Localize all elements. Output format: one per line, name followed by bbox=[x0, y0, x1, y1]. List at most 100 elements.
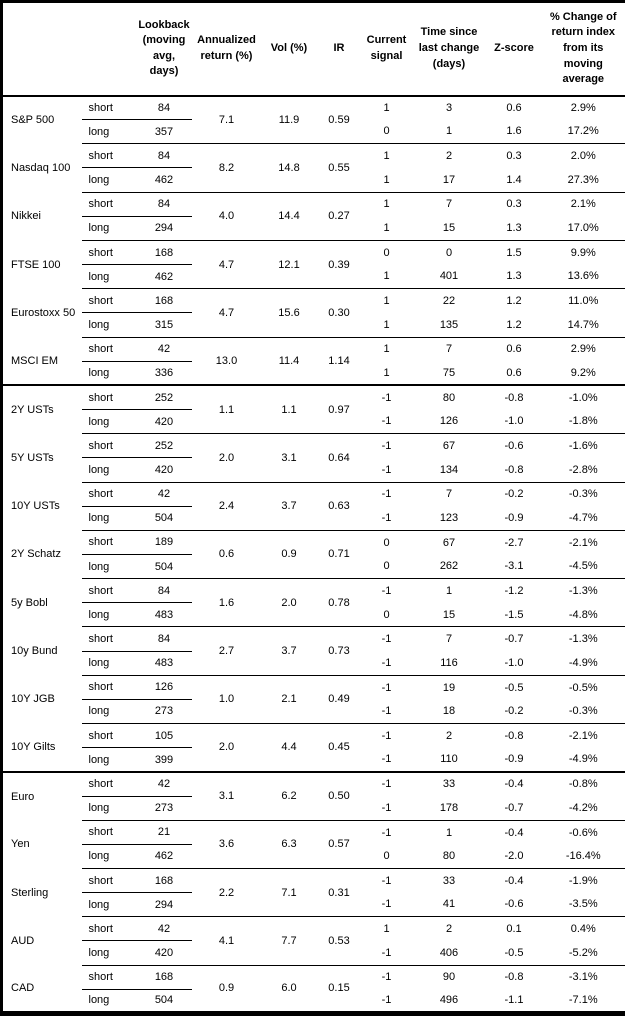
row-s-p-500-long: long 357 0 1 1.6 17.2% bbox=[2, 120, 625, 144]
ir-value: 0.64 bbox=[316, 433, 362, 482]
z-score-value: -0.8 bbox=[486, 384, 542, 410]
current-signal-value: 1 bbox=[383, 102, 390, 115]
ir-value: 0.53 bbox=[316, 916, 362, 966]
current-signal-value: -1 bbox=[361, 964, 412, 990]
instrument-name: Nasdaq 100 bbox=[11, 161, 71, 174]
leg-label: short bbox=[81, 626, 137, 652]
time-since-value: 2 bbox=[411, 723, 487, 748]
ir-value: 0.45 bbox=[316, 723, 362, 772]
row-5y-bobl-short: 5y Bobl short 84 1.6 2.0 0.78 -1 1 -1.2 -1.3% bbox=[2, 578, 625, 627]
ir-value: 0.30 bbox=[316, 288, 362, 338]
pct-change-value: -1.6% bbox=[541, 433, 625, 458]
z-score-value: 0.1 bbox=[486, 916, 542, 941]
column-header-ir: IR bbox=[316, 1, 362, 97]
leg-label: short bbox=[81, 191, 137, 217]
ir-value: 0.63 bbox=[316, 481, 362, 531]
ir-value: 0.57 bbox=[316, 819, 362, 869]
leg-label: short bbox=[81, 481, 137, 507]
row-nasdaq-100-long: long 462 1 17 1.4 27.3% bbox=[2, 168, 625, 192]
time-since-value: 15 bbox=[442, 222, 456, 235]
row-2y-schatz-long: long 504 0 262 -3.1 -4.5% bbox=[2, 554, 625, 578]
leg-label: long bbox=[88, 608, 110, 621]
column-header-time-since: Time since last change (days) bbox=[411, 1, 487, 97]
pct-change-value: -5.2% bbox=[568, 946, 598, 959]
row-eurostoxx-50-short: Eurostoxx 50 short 168 4.7 15.6 0.30 1 22 1.2 11.… bbox=[2, 288, 625, 338]
lookback-value: 21 bbox=[136, 819, 192, 845]
vol-value: 11.4 bbox=[261, 336, 317, 386]
z-score-value: 0.3 bbox=[486, 191, 542, 217]
annualized-return-value: 4.1 bbox=[191, 916, 262, 966]
instrument-name: Euro bbox=[1, 770, 82, 821]
pct-change-value: 0.4% bbox=[541, 916, 625, 941]
row-10y-bund-long: long 483 -1 116 -1.0 -4.9% bbox=[2, 651, 625, 675]
lookback-value: 462 bbox=[154, 850, 174, 863]
lookback-value: 483 bbox=[154, 657, 174, 670]
lookback-value: 399 bbox=[154, 753, 174, 766]
pct-change-value: 17.0% bbox=[567, 222, 599, 235]
column-header-leg bbox=[81, 1, 137, 97]
leg-label: short bbox=[81, 867, 137, 894]
pct-change-value: -2.8% bbox=[568, 463, 598, 476]
pct-change-value: 13.6% bbox=[567, 270, 599, 283]
annualized-return-value: 1.6 bbox=[191, 578, 262, 627]
annualized-return-value: 4.0 bbox=[191, 191, 262, 241]
lookback-value: 168 bbox=[136, 964, 192, 990]
lookback-value: 315 bbox=[154, 318, 174, 331]
z-score-value: -1.0 bbox=[504, 415, 524, 428]
vol-value: 0.9 bbox=[261, 529, 317, 579]
lookback-value: 168 bbox=[136, 239, 192, 266]
vol-value: 12.1 bbox=[261, 239, 317, 289]
z-score-value: 0.6 bbox=[506, 366, 522, 379]
ir-value: 0.39 bbox=[316, 239, 362, 289]
leg-label: short bbox=[81, 336, 137, 362]
pct-change-value: 9.2% bbox=[570, 366, 596, 379]
row-10y-jgb-long: long 273 -1 18 -0.2 -0.3% bbox=[2, 699, 625, 723]
lookback-value: 462 bbox=[154, 174, 174, 187]
vol-value: 4.4 bbox=[261, 723, 317, 772]
row-10y-gilts-long: long 399 -1 110 -0.9 -4.9% bbox=[2, 748, 625, 772]
ir-value: 0.71 bbox=[316, 529, 362, 579]
current-signal-value: -1 bbox=[381, 801, 392, 814]
instrument-name: CAD bbox=[11, 982, 35, 995]
time-since-value: 22 bbox=[411, 288, 487, 313]
time-since-value: 18 bbox=[442, 705, 456, 718]
time-since-value: 67 bbox=[411, 529, 487, 555]
row-5y-bobl-long: long 483 0 15 -1.5 -4.8% bbox=[2, 603, 625, 627]
current-signal-value: 0 bbox=[383, 125, 390, 138]
z-score-value: -0.7 bbox=[486, 626, 542, 652]
column-header-pct-change: % Change of return index from its moving… bbox=[541, 1, 625, 97]
z-score-value: -3.1 bbox=[504, 560, 524, 573]
ir-value: 0.27 bbox=[316, 191, 362, 241]
leg-label: short bbox=[81, 819, 137, 845]
instrument-name: AUD bbox=[11, 934, 35, 947]
pct-change-value: -0.3% bbox=[541, 481, 625, 507]
row-yen-long: long 462 0 80 -2.0 -16.4% bbox=[2, 844, 625, 868]
annualized-return-value: 7.1 bbox=[218, 113, 235, 126]
time-since-value: 1 bbox=[411, 819, 487, 845]
lookback-value: 462 bbox=[154, 270, 174, 283]
z-score-value: 0.6 bbox=[486, 336, 542, 362]
pct-change-value: 2.0% bbox=[541, 143, 625, 168]
leg-label: short bbox=[81, 723, 137, 749]
current-signal-value: 1 bbox=[383, 318, 390, 331]
vol-value: 2.0 bbox=[261, 578, 317, 627]
leg-label: long bbox=[88, 222, 110, 235]
lookback-value: 294 bbox=[154, 898, 174, 911]
lookback-value: 168 bbox=[136, 288, 192, 314]
current-signal-value: -1 bbox=[361, 433, 412, 458]
time-since-value: 80 bbox=[442, 850, 456, 863]
z-score-value: 1.5 bbox=[486, 239, 542, 265]
z-score-value: -1.0 bbox=[504, 656, 524, 669]
z-score-value: -0.6 bbox=[504, 898, 524, 911]
column-header-z-score: Z-score bbox=[486, 1, 542, 97]
current-signal-value: -1 bbox=[361, 384, 412, 410]
instrument-name: Eurostoxx 50 bbox=[11, 306, 76, 319]
pct-change-value: -1.8% bbox=[568, 415, 598, 428]
pct-change-value: -4.8% bbox=[568, 608, 598, 621]
lookback-value: 42 bbox=[136, 770, 192, 797]
annualized-return-value: 0.9 bbox=[191, 964, 262, 1014]
z-score-value: 1.2 bbox=[486, 288, 542, 313]
time-since-value: 110 bbox=[440, 753, 458, 766]
instrument-name: FTSE 100 bbox=[11, 258, 61, 271]
time-since-value: 41 bbox=[442, 898, 456, 911]
